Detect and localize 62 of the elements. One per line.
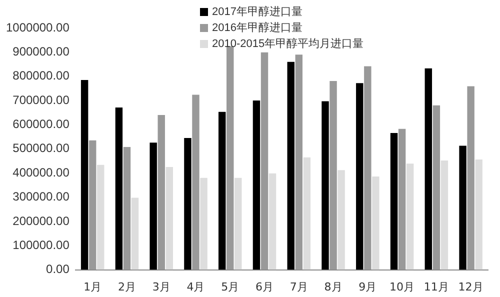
bar	[295, 54, 302, 270]
bar	[88, 140, 96, 270]
bar	[226, 46, 234, 270]
bar	[372, 176, 380, 270]
y-tick-label: 700000.00	[12, 92, 70, 107]
bar	[252, 100, 260, 270]
x-tick-label: 10月	[390, 280, 415, 294]
bar	[260, 52, 268, 270]
x-tick-label: 1月	[84, 280, 102, 294]
bar	[131, 198, 139, 270]
bar	[268, 173, 276, 270]
x-tick-label: 9月	[358, 280, 377, 294]
x-tick-label: 8月	[324, 280, 342, 294]
bar	[475, 160, 482, 270]
bar	[459, 146, 466, 270]
y-tick-label: 1000000.00	[6, 20, 70, 34]
y-tick-label: 300000.00	[12, 190, 70, 204]
y-tick-label: 900000.00	[12, 44, 70, 58]
bar	[432, 105, 440, 270]
bar	[440, 160, 448, 270]
bar	[390, 132, 398, 270]
bar	[322, 101, 329, 270]
x-tick-label: 11月	[424, 280, 449, 294]
bar	[287, 62, 294, 270]
x-tick-label: 3月	[152, 280, 170, 294]
bar	[356, 83, 364, 270]
x-tick-label: 6月	[256, 280, 274, 294]
bar	[97, 164, 104, 270]
bar	[398, 128, 406, 270]
bar	[115, 108, 123, 270]
y-tick-label: 200000.00	[12, 214, 70, 228]
y-tick-label: 400000.00	[12, 165, 70, 180]
bar	[123, 146, 131, 270]
bar	[424, 68, 432, 270]
legend-label: 2016年甲醇进口量	[212, 20, 302, 36]
x-tick-label: 2月	[118, 280, 136, 294]
x-tick-label: 7月	[290, 280, 308, 294]
bar	[364, 66, 372, 270]
y-tick-label: 600000.00	[12, 117, 70, 132]
bar	[150, 142, 157, 270]
x-tick-label: 4月	[186, 280, 205, 294]
bar	[234, 178, 242, 270]
bar	[330, 80, 337, 270]
bar	[158, 115, 165, 270]
bar	[406, 164, 414, 270]
bar	[218, 112, 226, 270]
bar	[303, 157, 311, 270]
x-tick-label: 5月	[221, 280, 240, 294]
y-tick-label: 800000.00	[12, 68, 70, 83]
bar	[192, 94, 200, 270]
legend-label: 2017年甲醇进口量	[212, 4, 302, 20]
y-tick-label: 0.00	[46, 262, 70, 276]
bar	[338, 170, 345, 270]
bar	[80, 80, 88, 270]
bar	[200, 178, 208, 270]
bar	[166, 167, 173, 270]
bar	[184, 138, 192, 270]
y-tick-label: 100000.00	[12, 238, 70, 252]
y-tick-label: 500000.00	[12, 141, 70, 156]
legend-label: 2010-2015年甲醇平均月进口量	[212, 36, 364, 52]
x-tick-label: 12月	[458, 280, 484, 294]
bar	[467, 86, 474, 270]
